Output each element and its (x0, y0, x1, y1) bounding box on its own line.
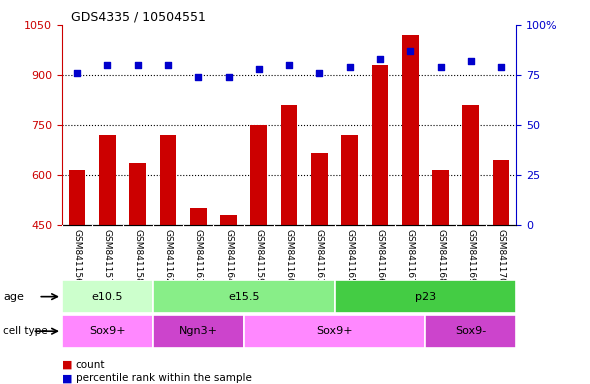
Text: GSM841165: GSM841165 (345, 229, 354, 284)
Text: GDS4335 / 10504551: GDS4335 / 10504551 (71, 11, 206, 24)
Point (405, 48, 415, 54)
Text: GSM841159: GSM841159 (254, 229, 263, 284)
Text: Sox9+: Sox9+ (316, 326, 353, 336)
Text: GSM841157: GSM841157 (103, 229, 112, 284)
Text: GSM841156: GSM841156 (73, 229, 81, 284)
Bar (432, 170, 449, 374)
Bar (160, 135, 176, 374)
Bar (463, 105, 479, 374)
Text: cell type: cell type (3, 326, 48, 336)
Text: ■: ■ (62, 360, 73, 370)
Text: GSM841164: GSM841164 (224, 229, 233, 284)
Text: GSM841160: GSM841160 (284, 229, 294, 284)
Text: GSM841167: GSM841167 (406, 229, 415, 284)
Bar (493, 160, 509, 374)
Bar (281, 105, 297, 374)
Text: Sox9+: Sox9+ (89, 326, 126, 336)
Text: Ngn3+: Ngn3+ (179, 326, 218, 336)
Bar (402, 35, 418, 374)
Text: Sox9-: Sox9- (455, 326, 486, 336)
Bar (69, 170, 86, 374)
Text: GSM841162: GSM841162 (163, 229, 172, 284)
Text: percentile rank within the sample: percentile rank within the sample (76, 373, 251, 383)
Point (345, 64, 355, 70)
Text: e15.5: e15.5 (228, 291, 260, 302)
Point (73, 70, 82, 76)
Point (466, 58, 476, 64)
Point (133, 62, 142, 68)
Text: age: age (3, 291, 24, 302)
Point (375, 56, 385, 62)
Bar (244, 315, 425, 348)
Bar (372, 65, 388, 374)
Text: GSM841161: GSM841161 (315, 229, 324, 284)
Bar (220, 215, 237, 374)
Point (224, 74, 233, 80)
Text: GSM841168: GSM841168 (436, 229, 445, 284)
Bar (62, 280, 153, 313)
Text: p23: p23 (415, 291, 436, 302)
Text: ■: ■ (62, 373, 73, 383)
Point (254, 66, 264, 72)
Bar (342, 135, 358, 374)
Bar (311, 153, 327, 374)
Text: GSM841169: GSM841169 (466, 229, 476, 284)
Bar (190, 208, 206, 374)
Point (284, 62, 294, 68)
Point (103, 62, 112, 68)
Bar (335, 280, 516, 313)
Bar (62, 315, 153, 348)
Point (163, 62, 173, 68)
Point (496, 64, 506, 70)
Point (194, 74, 203, 80)
Bar (251, 125, 267, 374)
Text: GSM841166: GSM841166 (375, 229, 385, 284)
Bar (153, 315, 244, 348)
Text: count: count (76, 360, 105, 370)
Bar (99, 135, 116, 374)
Text: e10.5: e10.5 (91, 291, 123, 302)
Text: GSM841158: GSM841158 (133, 229, 142, 284)
Point (314, 70, 324, 76)
Bar (153, 280, 335, 313)
Text: GSM841163: GSM841163 (194, 229, 203, 284)
Text: GSM841170: GSM841170 (497, 229, 506, 284)
Bar (425, 315, 516, 348)
Bar (129, 163, 146, 374)
Point (436, 64, 445, 70)
